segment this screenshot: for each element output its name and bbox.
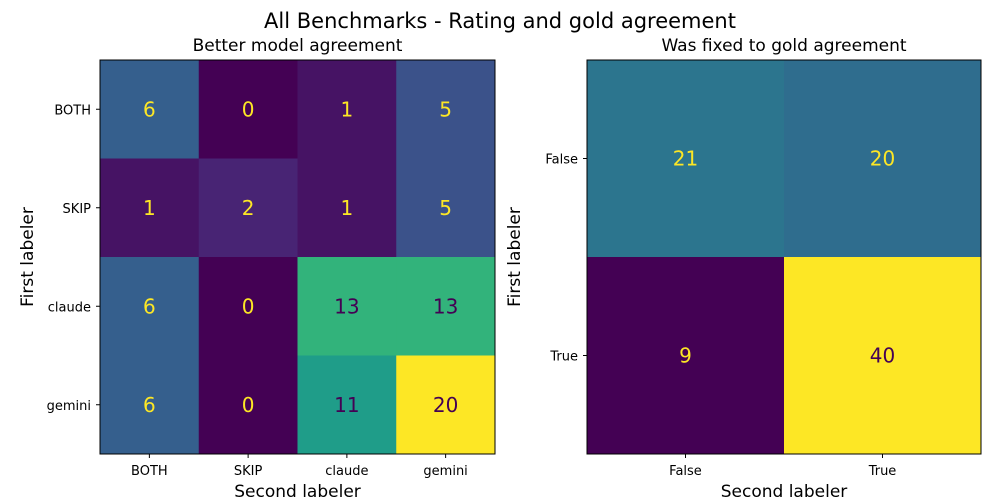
cell-value-label: 40 [870,344,895,368]
y-tick-label: claude [48,300,91,315]
cell-value-label: 0 [242,294,255,318]
cell-value-label: 11 [334,393,359,417]
cell-value-label: 0 [242,97,255,121]
subplot-title: Better model agreement [193,36,403,56]
figure-title: All Benchmarks - Rating and gold agreeme… [264,9,736,33]
cell-value-label: 2 [242,196,255,220]
heatmap-cell [297,60,397,159]
heatmap-cell [784,60,982,258]
heatmap-cell [396,60,496,159]
subplot-title: Was fixed to gold agreement [661,36,906,56]
cell-value-label: 6 [143,97,156,121]
x-tick-label: SKIP [234,464,263,479]
y-tick-label: BOTH [54,103,91,118]
heatmap-cell [198,60,298,159]
x-tick-label: claude [325,464,368,479]
heatmap-cell [396,158,496,258]
cell-value-label: 20 [870,147,895,171]
heatmap-cell [587,257,785,455]
cell-value-label: 13 [433,294,458,318]
x-tick-label: True [868,464,897,479]
cell-value-label: 6 [143,393,156,417]
cell-value-label: 1 [341,196,354,220]
heatmap-fixed-to-gold-agreement: 21 20 9 40 False True False True Was fixed to go… [505,36,982,500]
plot-frame [586,59,982,455]
heatmap-cell [297,158,397,258]
heatmap-cell [100,158,200,258]
y-axis-label: First labeler [18,207,38,307]
cell-value-label: 1 [143,196,156,220]
cell-value-label: 20 [433,393,458,417]
heatmap-cell [198,158,298,258]
y-tick-label: False [545,153,578,168]
heatmap-cell [297,355,397,455]
x-tick-label: BOTH [131,464,168,479]
heatmap-better-model-agreement: 6 0 1 5 1 2 1 5 6 0 13 13 6 0 11 20 BOTH SKIP claude gemini… [18,36,496,500]
heatmap-cell [100,355,200,455]
cell-value-label: 21 [673,147,698,171]
x-tick-label: False [669,464,702,479]
y-axis-label: First labeler [505,207,525,307]
heatmap-cell [100,257,200,356]
heatmap-cell [784,257,982,455]
cell-value-label: 9 [679,344,692,368]
heatmap-cell [198,355,298,455]
heatmap-cell [396,257,496,356]
heatmap-cell [297,257,397,356]
y-tick-label: gemini [47,399,91,414]
cell-value-label: 6 [143,294,156,318]
x-axis-label: Second labeler [234,482,361,500]
cell-value-label: 5 [439,196,452,220]
heatmap-cell [198,257,298,356]
plot-frame [99,59,496,455]
y-tick-label: SKIP [63,202,92,217]
cell-value-label: 1 [341,97,354,121]
cell-value-label: 13 [334,294,359,318]
y-tick-label: True [549,350,578,365]
heatmap-cell [100,60,200,159]
cell-value-label: 5 [439,97,452,121]
cell-value-label: 0 [242,393,255,417]
heatmap-cell [396,355,496,455]
x-tick-label: gemini [423,464,467,479]
heatmap-cell [587,60,785,258]
x-axis-label: Second labeler [721,482,848,500]
